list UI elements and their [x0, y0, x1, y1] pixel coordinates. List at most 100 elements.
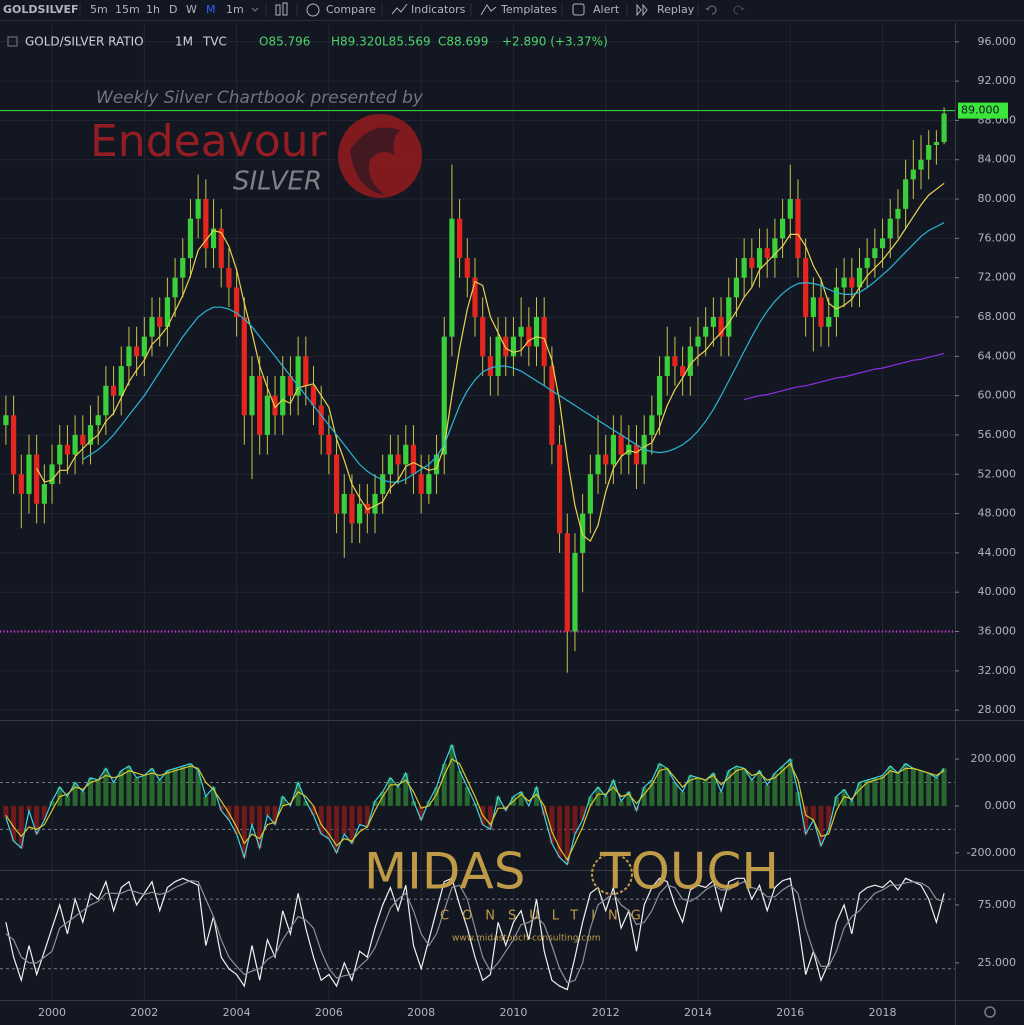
candle-body	[849, 277, 855, 288]
interval-button[interactable]: 1m	[226, 3, 244, 16]
histogram-bar	[349, 805, 355, 844]
interval-button[interactable]: 1h	[146, 3, 160, 16]
histogram-bar	[218, 805, 224, 811]
histogram-bar	[603, 796, 609, 806]
candle-body	[610, 434, 617, 465]
toolbar-button[interactable]: Indicators	[411, 3, 466, 16]
histogram-bar	[311, 805, 316, 816]
y-tick-label: 60.000	[978, 389, 1017, 402]
compare-icon[interactable]	[306, 3, 320, 17]
y-tick-label: 40.000	[978, 585, 1017, 598]
histogram-bar	[241, 805, 247, 858]
x-tick-label: 2010	[499, 1006, 527, 1019]
candle-body	[687, 346, 693, 376]
histogram-bar	[495, 796, 501, 806]
histogram-bar	[695, 777, 701, 806]
histogram-bar	[111, 782, 117, 806]
y-tick-label: 200.000	[971, 752, 1017, 765]
candle-body	[234, 287, 240, 317]
y-tick-label: 36.000	[978, 625, 1017, 638]
candle-body	[410, 444, 417, 475]
watermark-fingerprint	[591, 853, 633, 895]
series-line	[82, 222, 945, 483]
histogram-bar	[418, 805, 424, 820]
interval-button[interactable]: W	[186, 3, 197, 16]
x-tick-label: 2018	[869, 1006, 897, 1019]
histogram-bar	[941, 768, 947, 806]
y-tick-label: 84.000	[978, 153, 1017, 166]
series-line	[5, 877, 945, 991]
series-line	[5, 879, 945, 984]
histogram-bar	[264, 805, 270, 816]
interval-button[interactable]: 15m	[115, 3, 140, 16]
y-tick-label: 44.000	[978, 546, 1017, 559]
histogram-bar	[772, 773, 778, 806]
histogram-bar	[810, 805, 816, 820]
chart-style-icon[interactable]	[275, 4, 281, 16]
x-tick-label: 2016	[776, 1006, 804, 1019]
collapse-icon[interactable]	[7, 36, 18, 47]
candle-body	[426, 474, 432, 494]
symbol[interactable]: GOLDSILVEF	[3, 3, 79, 16]
watermark-consulting: CONSULTING	[440, 909, 654, 924]
histogram-bar	[11, 805, 17, 842]
legend-change: +2.890 (+3.37%)	[502, 35, 608, 49]
histogram-bar	[918, 770, 924, 806]
interval-button[interactable]: M	[206, 3, 216, 16]
templates-icon[interactable]	[480, 4, 497, 16]
interval-button[interactable]: D	[169, 3, 177, 16]
candle-body	[141, 336, 147, 357]
candle-body	[826, 316, 832, 327]
settings-icon[interactable]	[984, 1006, 996, 1018]
legend-high: H89.320	[331, 35, 382, 49]
toolbar-button[interactable]: Replay	[657, 3, 695, 16]
histogram-bar	[372, 801, 378, 806]
dropdown-icon[interactable]	[251, 7, 259, 12]
histogram-bar	[134, 777, 140, 806]
series-line	[36, 182, 945, 543]
toolbar-button[interactable]: Alert	[593, 3, 620, 16]
histogram-bar	[141, 775, 147, 806]
toolbar-button[interactable]: Compare	[326, 3, 376, 16]
candle-body	[841, 277, 847, 288]
indicators-icon[interactable]	[391, 3, 408, 15]
candle-body	[918, 159, 924, 170]
histogram-bar	[87, 777, 93, 806]
candle-body	[772, 238, 778, 259]
candle-body	[472, 277, 478, 317]
histogram-bar	[80, 791, 86, 806]
candle-body	[72, 434, 78, 455]
y-tick-label: 56.000	[978, 428, 1017, 441]
histogram-bar	[172, 768, 178, 806]
histogram-bar	[334, 805, 340, 853]
candle-body	[18, 474, 24, 494]
undo-icon[interactable]	[705, 5, 717, 15]
candle-body	[833, 287, 840, 317]
redo-icon[interactable]	[733, 5, 745, 15]
histogram-bar	[180, 766, 186, 806]
candle-body	[210, 228, 217, 249]
legend-title: GOLD/SILVER RATIO	[25, 35, 144, 49]
histogram-bar	[780, 766, 786, 806]
interval-button[interactable]: 5m	[90, 3, 108, 16]
histogram-bar	[26, 805, 32, 811]
candle-body	[556, 444, 563, 534]
histogram-bar	[541, 805, 547, 816]
legend-interval: 1M	[175, 35, 193, 49]
replay-icon[interactable]	[636, 3, 648, 17]
candle-body	[595, 454, 601, 475]
alert-icon[interactable]	[572, 3, 585, 16]
histogram-bar	[657, 763, 663, 806]
candle-body	[387, 454, 393, 475]
y-tick-label: -200.000	[967, 846, 1016, 859]
candle-body	[164, 297, 170, 327]
histogram-bar	[733, 766, 739, 806]
histogram-bar	[380, 791, 386, 806]
candle-body	[695, 336, 701, 347]
candle-body	[303, 356, 309, 386]
candle-body	[626, 444, 632, 455]
y-tick-label: 48.000	[978, 507, 1017, 520]
histogram-bar	[872, 777, 878, 806]
toolbar-button[interactable]: Templates	[500, 3, 557, 16]
